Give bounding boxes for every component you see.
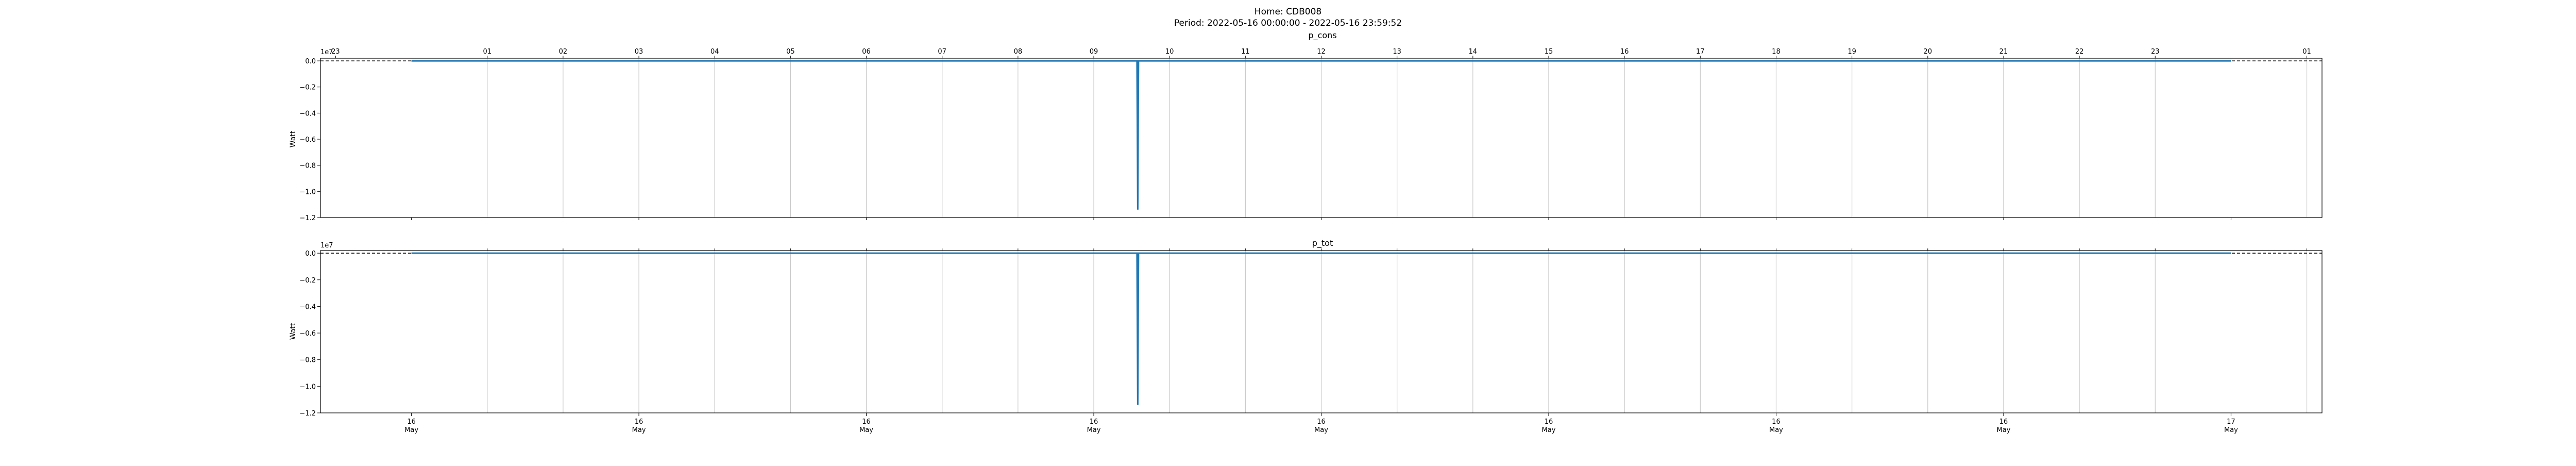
x-top-tick-label: 18 [1772,48,1781,56]
x-top-tick-label: 04 [710,48,719,56]
y-tick-label: −0.6 [299,330,316,338]
x-bottom-tick-label-month: May [1542,426,1556,434]
x-bottom-tick-label-month: May [1087,426,1101,434]
y-axis-label: Watt [289,130,297,147]
x-top-tick-label: 06 [862,48,871,56]
x-top-tick-label: 23 [331,48,340,56]
chart-panel-p-tot: p_tot Watt 1e7 0.0 −0.2 −0.4 −0.6 −0.8 −1.0 −1… [289,238,2323,434]
y-tick-label: −1.0 [299,188,316,196]
y-tick-label: −0.4 [299,110,316,118]
x-bottom-tick-label-day: 16 [1317,418,1326,426]
x-top-tick-label: 21 [1999,48,2008,56]
chart-title: p_cons [1308,30,1336,41]
x-bottom-tick-label-month: May [2224,426,2238,434]
x-top-tick-label: 15 [1545,48,1553,56]
y-offset-label: 1e7 [320,48,333,56]
y-offset-label: 1e7 [320,242,333,249]
x-top-tick-label: 20 [1923,48,1932,56]
figure-home-title: Home: CDB008 [1255,7,1321,17]
x-top-tick-label: 12 [1317,48,1326,56]
y-tick-label: −1.0 [299,383,316,391]
y-tick-label: −0.2 [299,84,316,92]
figure-period-title: Period: 2022-05-16 00:00:00 - 2022-05-16… [1174,18,1402,28]
y-tick-label: −1.2 [299,410,316,418]
x-bottom-tick-label-month: May [859,426,873,434]
x-bottom-tick-label-month: May [632,426,646,434]
x-top-tick-label: 23 [2151,48,2160,56]
x-top-tick-label: 03 [635,48,643,56]
x-top-tick-label: 14 [1469,48,1478,56]
y-tick-label: −1.2 [299,214,316,222]
x-top-tick-label: 17 [1696,48,1705,56]
x-bottom-tick-label-day: 16 [1545,418,1553,426]
x-top-tick-label: 11 [1241,48,1250,56]
x-bottom-tick-label-day: 16 [1090,418,1098,426]
x-bottom-tick-label-day: 16 [862,418,871,426]
x-top-tick-label: 13 [1393,48,1401,56]
x-bottom-tick-label-month: May [1996,426,2010,434]
chart-panel-p-cons: p_cons Watt 1e7 0.0 −0.2 −0.4 −0.6 −0.8 −1.0 −… [289,30,2323,222]
y-tick-label: −0.8 [299,162,316,170]
chart-title: p_tot [1312,238,1333,248]
y-tick-label: 0.0 [305,58,316,65]
x-top-tick-label: 22 [2075,48,2084,56]
x-top-tick-label: 01 [483,48,492,56]
x-bottom-tick-label-day: 16 [1999,418,2008,426]
y-tick-label: −0.4 [299,303,316,311]
y-tick-label: −0.2 [299,277,316,285]
x-top-tick-label: 08 [1014,48,1023,56]
y-tick-label: 0.0 [305,250,316,258]
x-top-tick-label: 16 [1620,48,1629,56]
x-bottom-tick-label-day: 17 [2227,418,2235,426]
x-bottom-tick-label-day: 16 [407,418,416,426]
x-bottom-tick-label-day: 16 [1772,418,1781,426]
y-tick-label: −0.8 [299,357,316,364]
x-bottom-tick-label-month: May [1769,426,1783,434]
y-tick-label: −0.6 [299,136,316,144]
x-top-tick-label: 02 [559,48,568,56]
x-top-tick-label: 05 [786,48,795,56]
x-bottom-tick-label-day: 16 [635,418,643,426]
x-bottom-tick-label-month: May [1314,426,1328,434]
x-top-tick-label: 19 [1848,48,1856,56]
x-top-tick-label: 09 [1090,48,1098,56]
x-top-tick-label: 01 [2302,48,2311,56]
x-top-tick-label: 10 [1165,48,1174,56]
data-series-line [411,252,2231,405]
x-bottom-tick-label-month: May [404,426,418,434]
data-series-line [411,60,2231,210]
y-axis-label: Watt [289,323,297,340]
x-top-tick-label: 07 [938,48,946,56]
